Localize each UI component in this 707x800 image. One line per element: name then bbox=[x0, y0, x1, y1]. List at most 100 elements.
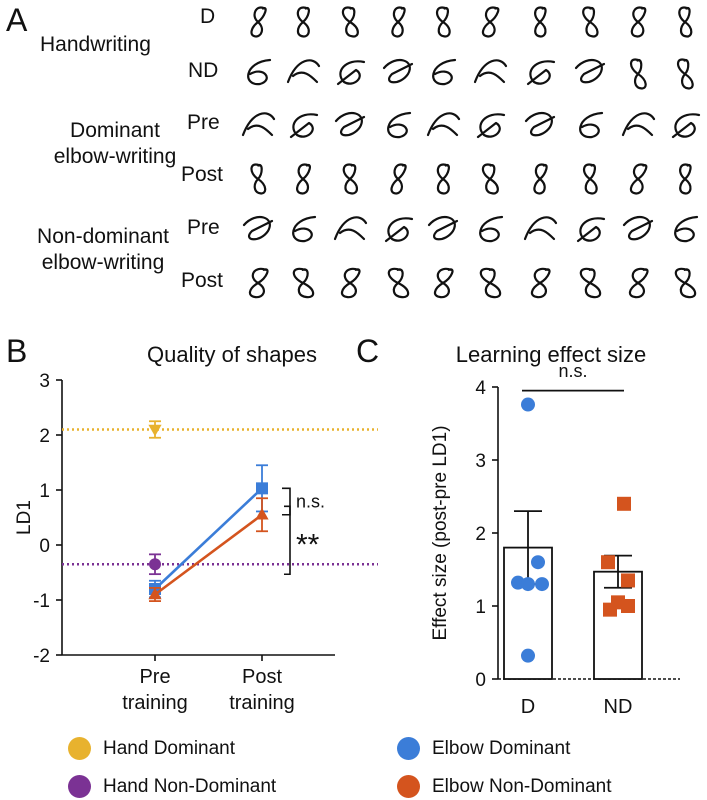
handwritten-eight-shape bbox=[248, 267, 269, 299]
handwritten-eight-shape bbox=[479, 215, 504, 243]
handwritten-eight-shape bbox=[382, 58, 414, 84]
bar-nd bbox=[593, 570, 643, 680]
handwritten-eight-shape bbox=[250, 6, 267, 38]
handwritten-eight-shape bbox=[621, 112, 656, 137]
handwritten-eight-shape bbox=[432, 58, 457, 86]
legend-item-elbow-dominant: Elbow Dominant bbox=[397, 737, 570, 760]
legend-swatch bbox=[68, 737, 91, 760]
handwritten-eight-shape bbox=[576, 217, 606, 243]
individual-point-nd bbox=[621, 573, 635, 588]
handwritten-eight-shape bbox=[286, 59, 321, 84]
legend-label: Hand Dominant bbox=[103, 737, 236, 759]
quality-of-shapes-chart: Quality of shapes 3 2 1 0 -1 -2 LD1 Pre training P… bbox=[14, 342, 378, 714]
handwritten-eight-shape bbox=[436, 163, 450, 195]
legend-item-elbow-nondominant: Elbow Non-Dominant bbox=[397, 775, 612, 798]
individual-point-nd bbox=[601, 555, 615, 570]
handwritten-eight-shape bbox=[436, 6, 451, 38]
handwritten-eight-shape bbox=[574, 58, 606, 84]
handwritten-eight-shape bbox=[242, 215, 274, 241]
handwritten-eight-shape bbox=[427, 215, 459, 241]
group-title-line: elbow-writing bbox=[53, 145, 177, 169]
data-point-hand-non-dominant bbox=[149, 558, 161, 571]
handwritten-eight-shape bbox=[296, 163, 312, 195]
handwritten-eight-shape bbox=[671, 113, 701, 139]
data-point-elbow-dominant bbox=[256, 482, 268, 495]
handwritten-eight-shape bbox=[292, 215, 317, 243]
handwritten-eight-shape bbox=[533, 163, 548, 195]
significance-label-stars: ** bbox=[296, 528, 320, 561]
handwritten-eight-shape bbox=[336, 60, 366, 86]
handwritten-eight-shape bbox=[391, 6, 406, 38]
handwritten-eight-shape bbox=[679, 163, 692, 195]
group-title-line: elbow-writing bbox=[41, 251, 165, 275]
row-label-nondom-post: Post bbox=[181, 269, 224, 292]
handwritten-eight-shape bbox=[583, 163, 598, 195]
handwritten-eight-shape bbox=[481, 6, 500, 38]
handwritten-eight-shape bbox=[630, 6, 647, 38]
chart-title: Quality of shapes bbox=[147, 342, 317, 367]
x-tick-label: training bbox=[229, 692, 295, 714]
learning-effect-size-chart: Learning effect size 4 3 2 1 0 Effect size (po… bbox=[430, 342, 680, 718]
group-title-handwriting: Handwriting bbox=[40, 33, 151, 56]
individual-point-d bbox=[521, 397, 535, 412]
handwritten-eight-shape bbox=[530, 267, 551, 299]
group-title-nondominant-elbow: Non-dominant elbow-writing bbox=[8, 224, 198, 277]
y-tick-label: 3 bbox=[475, 451, 486, 472]
handwritten-eight-shape bbox=[390, 163, 407, 195]
handwritten-eight-shape bbox=[341, 6, 359, 38]
legend-swatch bbox=[397, 737, 420, 760]
row-label-nondom-pre: Pre bbox=[187, 216, 220, 239]
handwritten-eight-shape bbox=[479, 267, 502, 299]
row-label-dom-post: Post bbox=[181, 163, 224, 186]
handwritten-eight-shape bbox=[524, 111, 556, 137]
row-label-hand-nd: ND bbox=[188, 59, 219, 82]
series-line-elbow-dominant bbox=[154, 487, 263, 590]
series-line-elbow-non-dominant bbox=[154, 513, 263, 596]
handwritten-eight-shape bbox=[387, 267, 410, 299]
handwritten-eight-shape bbox=[292, 267, 315, 299]
handwritten-eight-shape bbox=[250, 163, 267, 195]
group-title-line: Non-dominant bbox=[37, 225, 169, 248]
handwritten-eight-shape bbox=[579, 111, 604, 139]
handwritten-eight-shape bbox=[629, 58, 647, 90]
legend-label: Elbow Dominant bbox=[432, 737, 571, 759]
handwritten-eight-shape bbox=[534, 6, 547, 38]
individual-point-d bbox=[535, 577, 549, 592]
individual-point-nd bbox=[621, 599, 635, 613]
handwritten-eight-shape bbox=[481, 163, 499, 195]
y-tick-label: 4 bbox=[475, 378, 486, 399]
panel-b-letter: B bbox=[6, 333, 28, 369]
chart-title: Learning effect size bbox=[456, 342, 646, 367]
significance-bracket-stars bbox=[284, 505, 291, 576]
y-tick-label: 0 bbox=[475, 670, 486, 691]
handwritten-eight-shape bbox=[674, 267, 697, 299]
legend-label: Hand Non-Dominant bbox=[103, 775, 277, 797]
handwritten-eight-shape bbox=[289, 113, 319, 139]
individual-point-d bbox=[531, 555, 545, 570]
handwritten-eight-shape bbox=[582, 6, 599, 38]
handwritten-eight-shape bbox=[247, 58, 272, 86]
x-tick-label: training bbox=[122, 692, 188, 714]
handwritten-eight-shape bbox=[342, 163, 359, 195]
y-tick-label: -1 bbox=[33, 591, 50, 612]
y-tick-label: -2 bbox=[33, 646, 50, 667]
individual-point-nd bbox=[617, 496, 631, 511]
significance-bracket-ns bbox=[282, 487, 291, 516]
individual-point-d bbox=[521, 577, 535, 592]
y-tick-label: 2 bbox=[39, 426, 50, 447]
y-tick-label: 2 bbox=[475, 524, 486, 545]
row-label-hand-d: D bbox=[200, 5, 216, 28]
legend-label: Elbow Non-Dominant bbox=[432, 775, 612, 797]
handwritten-eight-shape bbox=[384, 217, 414, 243]
legend-item-hand-nondominant: Hand Non-Dominant bbox=[68, 775, 276, 798]
handwritten-eight-shape bbox=[241, 112, 276, 137]
x-tick-label: Pre bbox=[139, 666, 170, 688]
x-tick-label: D bbox=[521, 696, 535, 718]
handwritten-eight-shape bbox=[526, 60, 556, 86]
handwritten-eight-shape bbox=[387, 111, 412, 139]
handwritten-eight-shape bbox=[426, 112, 461, 137]
panel-a-letter: A bbox=[6, 2, 28, 38]
y-tick-label: 0 bbox=[39, 536, 50, 557]
handwritten-eight-shape bbox=[678, 6, 693, 38]
handwritten-eight-shape bbox=[334, 111, 366, 137]
